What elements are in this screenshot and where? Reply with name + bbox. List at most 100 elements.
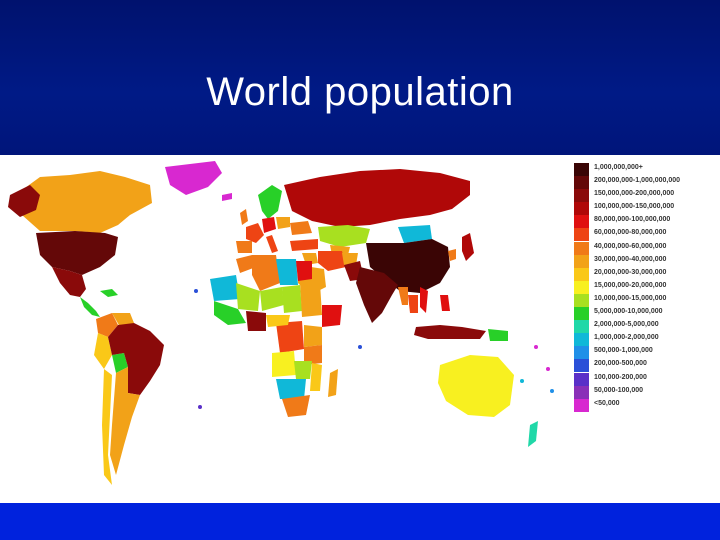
angola [272, 351, 296, 377]
vietnam [420, 287, 428, 313]
australia [438, 355, 514, 417]
atlantic-island-1 [194, 289, 198, 293]
legend-swatch [574, 372, 589, 386]
legend-swatch [574, 398, 589, 412]
egypt [296, 261, 312, 281]
alaska [8, 185, 40, 217]
legend-item: 200,000-500,000 [574, 359, 714, 373]
pacific-island-1 [534, 345, 538, 349]
legend-item: 500,000-1,000,000 [574, 346, 714, 360]
ethiopia [322, 305, 342, 327]
namibia-botswana [276, 379, 306, 399]
legend-item: 20,000,000-30,000,000 [574, 267, 714, 281]
france [246, 223, 264, 243]
legend-swatch [574, 320, 589, 334]
mali [236, 283, 260, 311]
bottom-band [0, 503, 720, 540]
central-america [80, 297, 100, 317]
ukraine [290, 221, 312, 235]
algeria [252, 255, 280, 291]
legend-label: 50,000-100,000 [594, 386, 644, 394]
legend-item: 1,000,000,000+ [574, 163, 714, 176]
spain [236, 241, 252, 253]
south-africa [282, 395, 310, 417]
tanzania [304, 345, 322, 365]
legend-item: 10,000,000-15,000,000 [574, 293, 714, 307]
drc [276, 321, 304, 353]
germany [262, 217, 276, 233]
legend-label: 200,000,000-1,000,000,000 [594, 177, 681, 185]
poland [276, 217, 290, 229]
legend-item: 5,000,000-10,000,000 [574, 307, 714, 321]
legend-label: 500,000-1,000,000 [594, 347, 653, 355]
scandinavia [258, 185, 282, 219]
legend-item: 2,000,000-5,000,000 [574, 320, 714, 334]
title-band: World population [0, 0, 720, 155]
peru [94, 333, 112, 369]
korea [448, 249, 456, 261]
world-population-map [8, 161, 554, 485]
canada [18, 171, 152, 233]
legend-swatch [574, 189, 589, 203]
usa [36, 231, 118, 275]
pacific-island-4 [520, 379, 524, 383]
greenland [165, 161, 222, 195]
myanmar [398, 287, 408, 305]
legend-swatch [574, 267, 589, 281]
mongolia [398, 225, 432, 243]
legend-swatch [574, 254, 589, 268]
legend-label: 80,000,000-100,000,000 [594, 216, 671, 224]
legend-swatch [574, 215, 589, 229]
legend-item: <50,000 [574, 398, 714, 412]
mexico [52, 267, 86, 297]
legend-label: 15,000,000-20,000,000 [594, 281, 667, 289]
zambia [294, 361, 312, 379]
legend-swatch [574, 202, 589, 216]
colombia [96, 313, 118, 337]
legend-item: 200,000,000-1,000,000,000 [574, 176, 714, 190]
libya [276, 259, 298, 285]
legend-item: 15,000,000-20,000,000 [574, 280, 714, 294]
legend-label: 1,000,000-2,000,000 [594, 334, 659, 342]
legend-item: 1,000,000-2,000,000 [574, 333, 714, 347]
legend-item: 30,000,000-40,000,000 [574, 254, 714, 268]
legend-swatch [574, 307, 589, 321]
madagascar [328, 369, 338, 397]
sudan [300, 283, 322, 317]
argentina [110, 367, 140, 475]
morocco [236, 255, 256, 273]
india [356, 267, 398, 323]
legend-label: 100,000-200,000 [594, 373, 647, 381]
kenya [304, 325, 322, 347]
legend-label: 20,000,000-30,000,000 [594, 268, 667, 276]
map-area: 1,000,000,000+ 200,000,000-1,000,000,000 1… [0, 155, 720, 503]
italy [266, 235, 278, 253]
legend-swatch [574, 163, 589, 176]
new-guinea [488, 329, 508, 341]
caribbean [100, 289, 118, 297]
mauritania [210, 275, 240, 301]
mozambique [310, 363, 322, 391]
legend-swatch [574, 359, 589, 373]
indian-ocean-island [358, 345, 362, 349]
map-legend: 1,000,000,000+ 200,000,000-1,000,000,000 1… [574, 163, 714, 412]
legend-swatch [574, 293, 589, 307]
legend-item: 100,000-200,000 [574, 372, 714, 386]
legend-item: 100,000,000-150,000,000 [574, 202, 714, 216]
central-africa [266, 315, 290, 327]
japan [462, 233, 474, 261]
chile [102, 369, 112, 485]
russia [284, 169, 470, 227]
legend-swatch [574, 176, 589, 190]
legend-swatch [574, 346, 589, 360]
bolivia [112, 353, 128, 373]
west-africa [214, 301, 246, 325]
legend-label: 30,000,000-40,000,000 [594, 255, 667, 263]
legend-item: 60,000,000-80,000,000 [574, 228, 714, 242]
philippines [440, 295, 450, 311]
new-zealand [528, 421, 538, 447]
turkey [290, 239, 318, 251]
iran [318, 251, 346, 271]
legend-item: 50,000-100,000 [574, 385, 714, 399]
legend-swatch [574, 385, 589, 399]
